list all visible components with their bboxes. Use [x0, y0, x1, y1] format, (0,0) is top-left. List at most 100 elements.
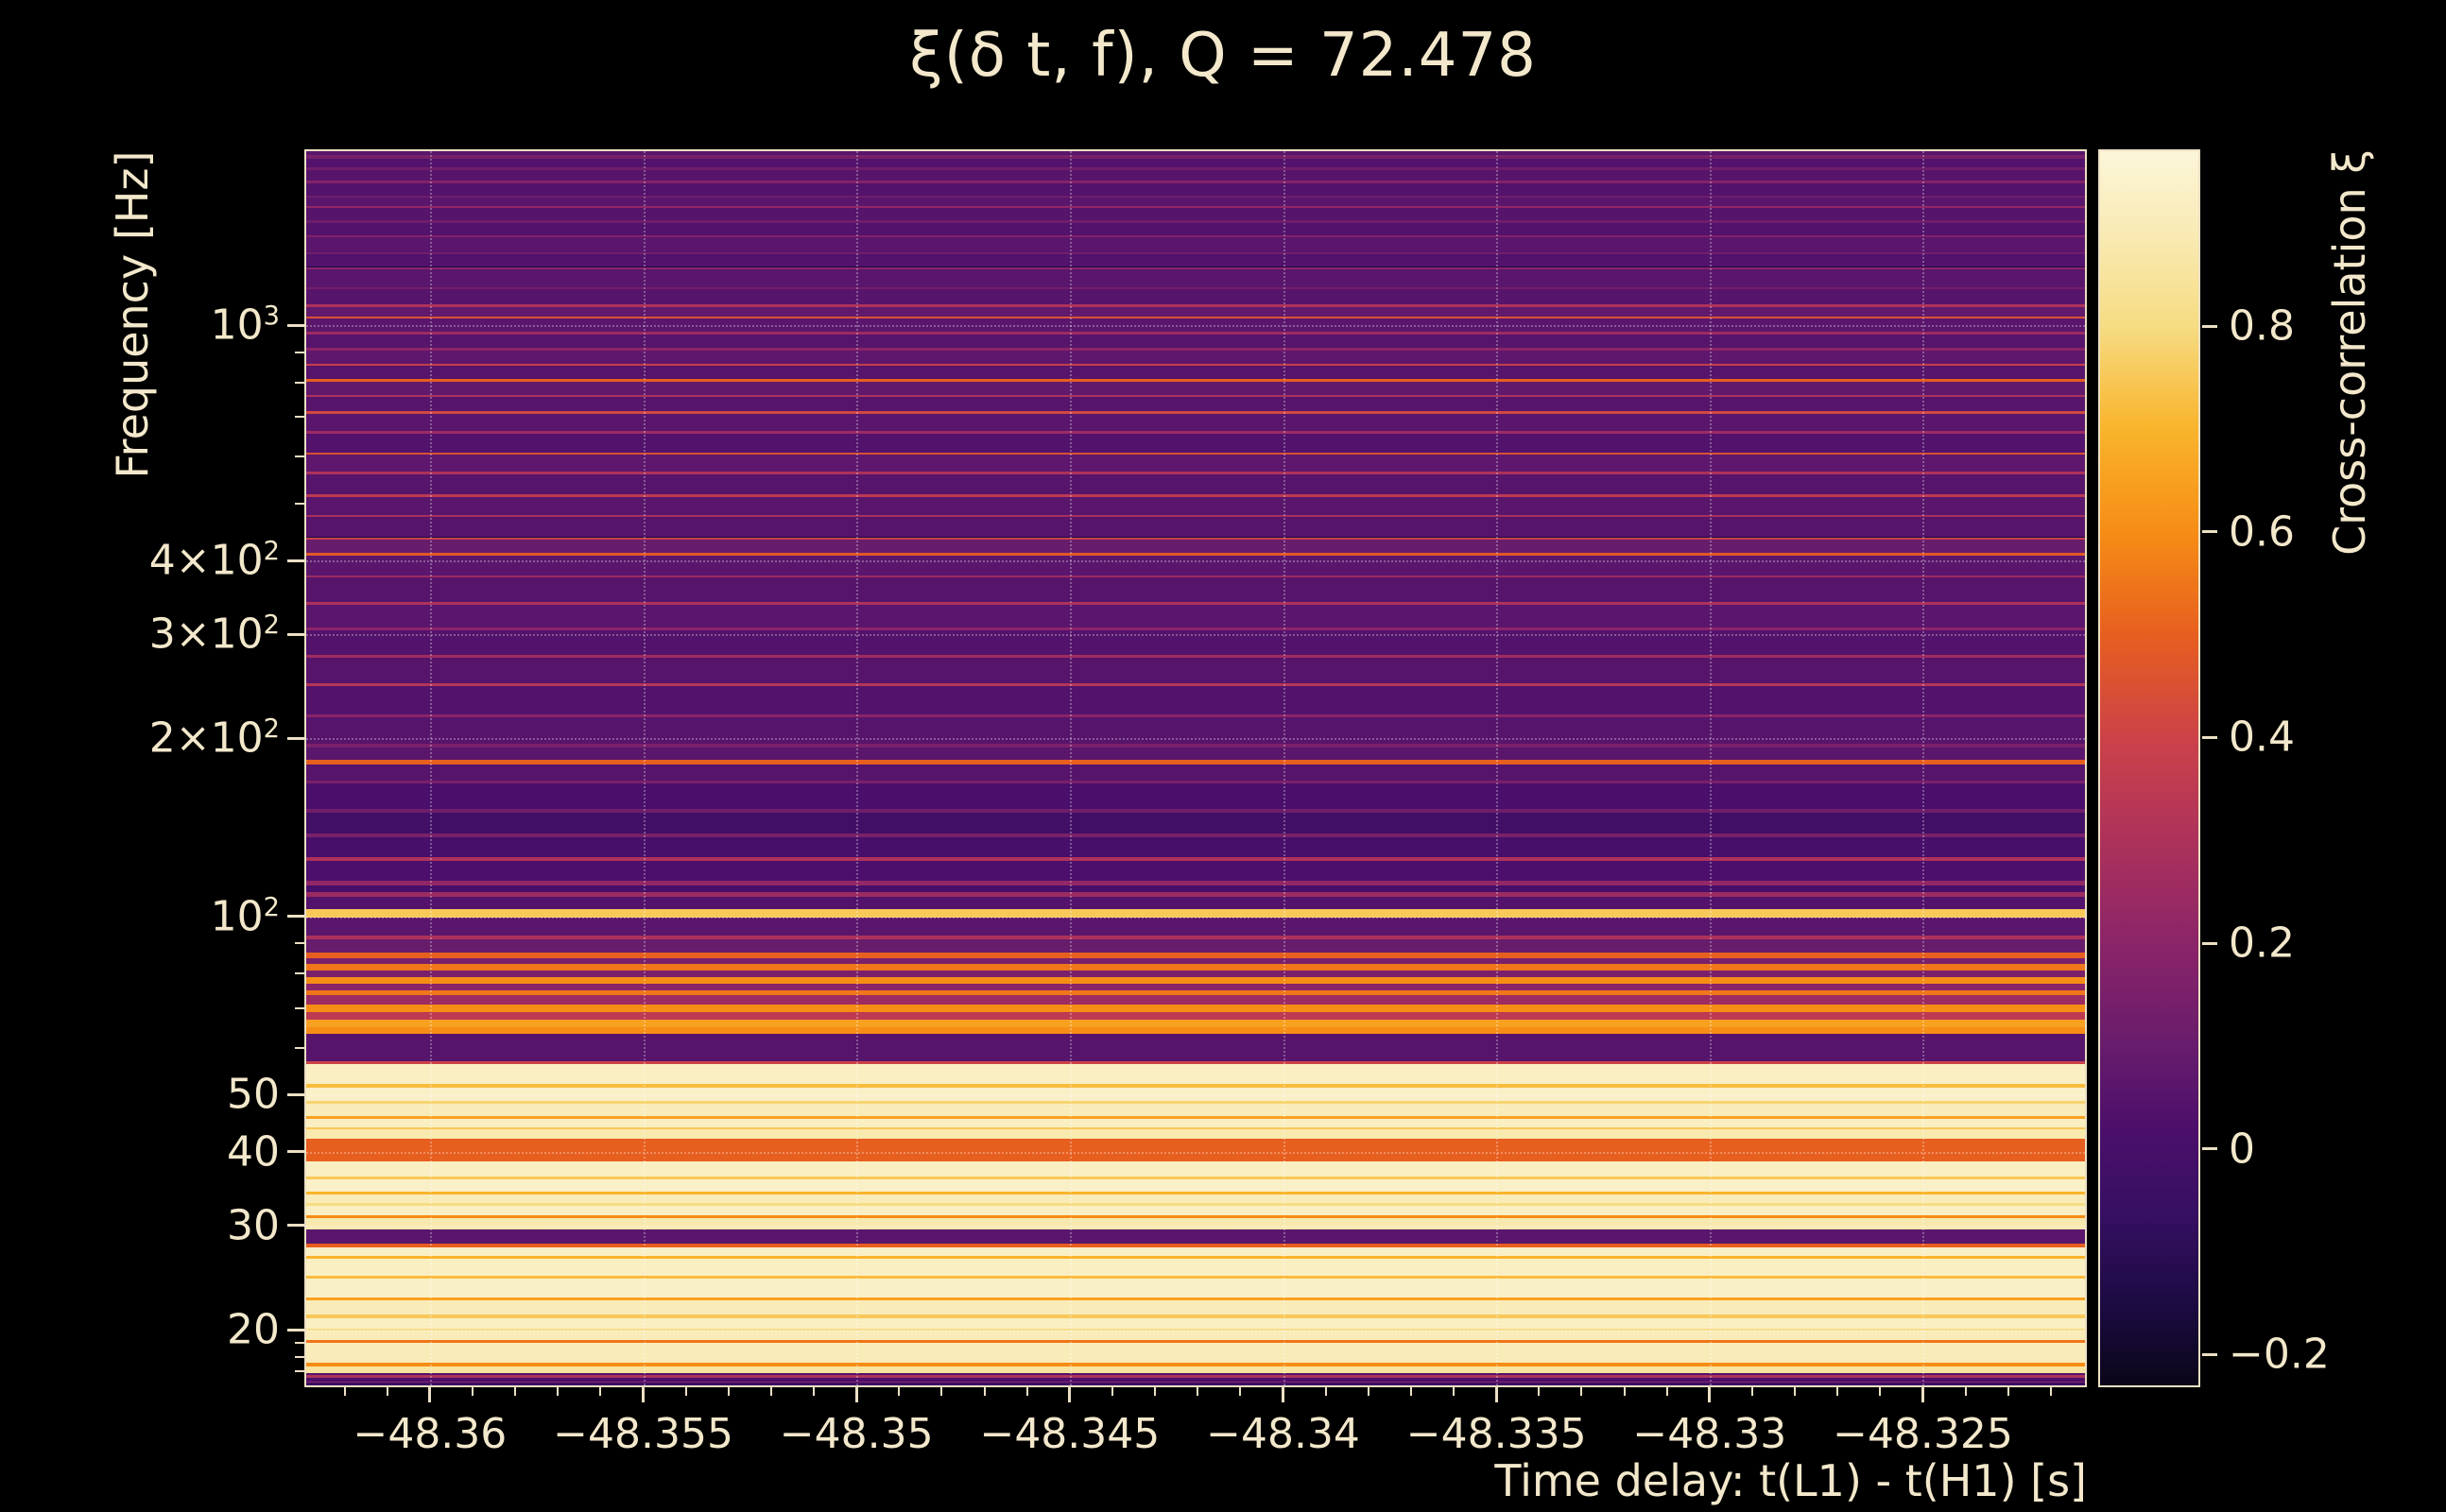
heatmap-band [306, 222, 2085, 235]
heatmap-band [306, 1372, 2085, 1376]
heatmap-band [306, 397, 2085, 412]
heatmap-band [306, 957, 2085, 965]
heatmap-band [306, 1192, 2085, 1194]
heatmap-band [306, 1275, 2085, 1280]
heatmap-band [306, 381, 2085, 396]
heatmap-band [306, 1362, 2085, 1367]
heatmap-band [306, 307, 2085, 317]
colorbar-tick-label: 0.6 [2229, 507, 2295, 557]
vertical-gridline [1283, 151, 1285, 1385]
x-minor-tick [898, 1387, 901, 1396]
y-minor-tick [295, 1046, 304, 1049]
heatmap-band [306, 411, 2085, 414]
x-minor-tick [1879, 1387, 1882, 1396]
heatmap-band [306, 1126, 2085, 1130]
heatmap-band [306, 1161, 2085, 1177]
y-major-tick [287, 1092, 304, 1096]
heatmap-band [306, 473, 2085, 494]
heatmap-band [306, 1243, 2085, 1247]
x-minor-tick [684, 1387, 687, 1396]
x-minor-tick [1154, 1387, 1157, 1396]
heatmap-band [306, 891, 2085, 897]
colorbar-tick [2202, 941, 2217, 945]
x-tick-label: −48.335 [1405, 1410, 1587, 1458]
heatmap-band [306, 350, 2085, 364]
y-minor-tick [295, 351, 304, 353]
y-minor-tick [295, 1355, 304, 1358]
y-tick-label: 20 [227, 1305, 280, 1354]
heatmap-band [306, 237, 2085, 252]
y-major-tick [287, 1328, 304, 1332]
heatmap-band [306, 1314, 2085, 1319]
heatmap-band [306, 155, 2085, 159]
y-major-tick [287, 558, 304, 562]
colorbar-tick [2202, 1147, 2217, 1151]
heatmap-band [306, 1103, 2085, 1116]
y-tick-label: 4×102 [148, 536, 280, 585]
heatmap-band [306, 1004, 2085, 1012]
heatmap-band [306, 348, 2085, 351]
x-minor-tick [1580, 1387, 1583, 1396]
heatmap-band [306, 938, 2085, 953]
x-major-tick [1708, 1387, 1712, 1402]
heatmap-band [306, 683, 2085, 687]
heatmap-band [306, 713, 2085, 718]
heatmap-band [306, 989, 2085, 996]
y-major-tick [287, 1150, 304, 1154]
x-minor-tick [983, 1387, 986, 1396]
heatmap-band [306, 496, 2085, 515]
chart-title: ξ(δ t, f), Q = 72.478 [909, 21, 1537, 91]
y-tick-label: 50 [227, 1070, 280, 1119]
heatmap-band [306, 1215, 2085, 1218]
heatmap-band [306, 1118, 2085, 1127]
x-minor-tick [1623, 1387, 1626, 1396]
heatmap-band [306, 289, 2085, 305]
x-minor-tick [1025, 1387, 1028, 1396]
heatmap-band [306, 971, 2085, 977]
x-minor-tick [1409, 1387, 1412, 1396]
x-tick-label: −48.34 [1206, 1410, 1360, 1458]
x-tick-label: −48.36 [353, 1410, 508, 1458]
heatmap-band [306, 780, 2085, 783]
heatmap-band [306, 1255, 2085, 1259]
heatmap-band [306, 809, 2085, 813]
heatmap-band [306, 1383, 2085, 1385]
heatmap-band [306, 195, 2085, 198]
heatmap-band [306, 220, 2085, 223]
heatmap-band [306, 604, 2085, 628]
horizontal-gridline [306, 1225, 2085, 1228]
vertical-gridline [856, 151, 859, 1385]
x-major-tick [642, 1387, 646, 1402]
heatmap-stripes [306, 151, 2085, 1385]
colorbar-tick [2202, 324, 2217, 328]
heatmap-band [306, 1217, 2085, 1230]
heatmap-band [306, 964, 2085, 971]
heatmap-band [306, 1377, 2085, 1382]
x-major-tick [854, 1387, 858, 1402]
heatmap-band [306, 1084, 2085, 1089]
heatmap-band [306, 170, 2085, 181]
heatmap-band [306, 627, 2085, 630]
heatmap-band [306, 472, 2085, 474]
heatmap-band [306, 602, 2085, 605]
horizontal-gridline [306, 560, 2085, 563]
x-minor-tick [1538, 1387, 1541, 1396]
heatmap-band [306, 254, 2085, 267]
heatmap-band [306, 812, 2085, 834]
x-minor-tick [472, 1387, 474, 1396]
heatmap-band [306, 556, 2085, 576]
heatmap-band [306, 1194, 2085, 1204]
colorbar-tick-label: 0.4 [2229, 713, 2295, 762]
x-major-tick [1921, 1387, 1924, 1402]
heatmap-band [306, 1381, 2085, 1383]
x-major-tick [1068, 1387, 1072, 1402]
heatmap-band [306, 1318, 2085, 1329]
heatmap-band [306, 395, 2085, 398]
y-minor-tick [295, 1370, 304, 1373]
heatmap-band [306, 880, 2085, 885]
heatmap-band [306, 539, 2085, 554]
heatmap-band [306, 1139, 2085, 1162]
x-minor-tick [386, 1387, 388, 1396]
x-minor-tick [1750, 1387, 1753, 1396]
x-tick-label: −48.33 [1632, 1410, 1787, 1458]
